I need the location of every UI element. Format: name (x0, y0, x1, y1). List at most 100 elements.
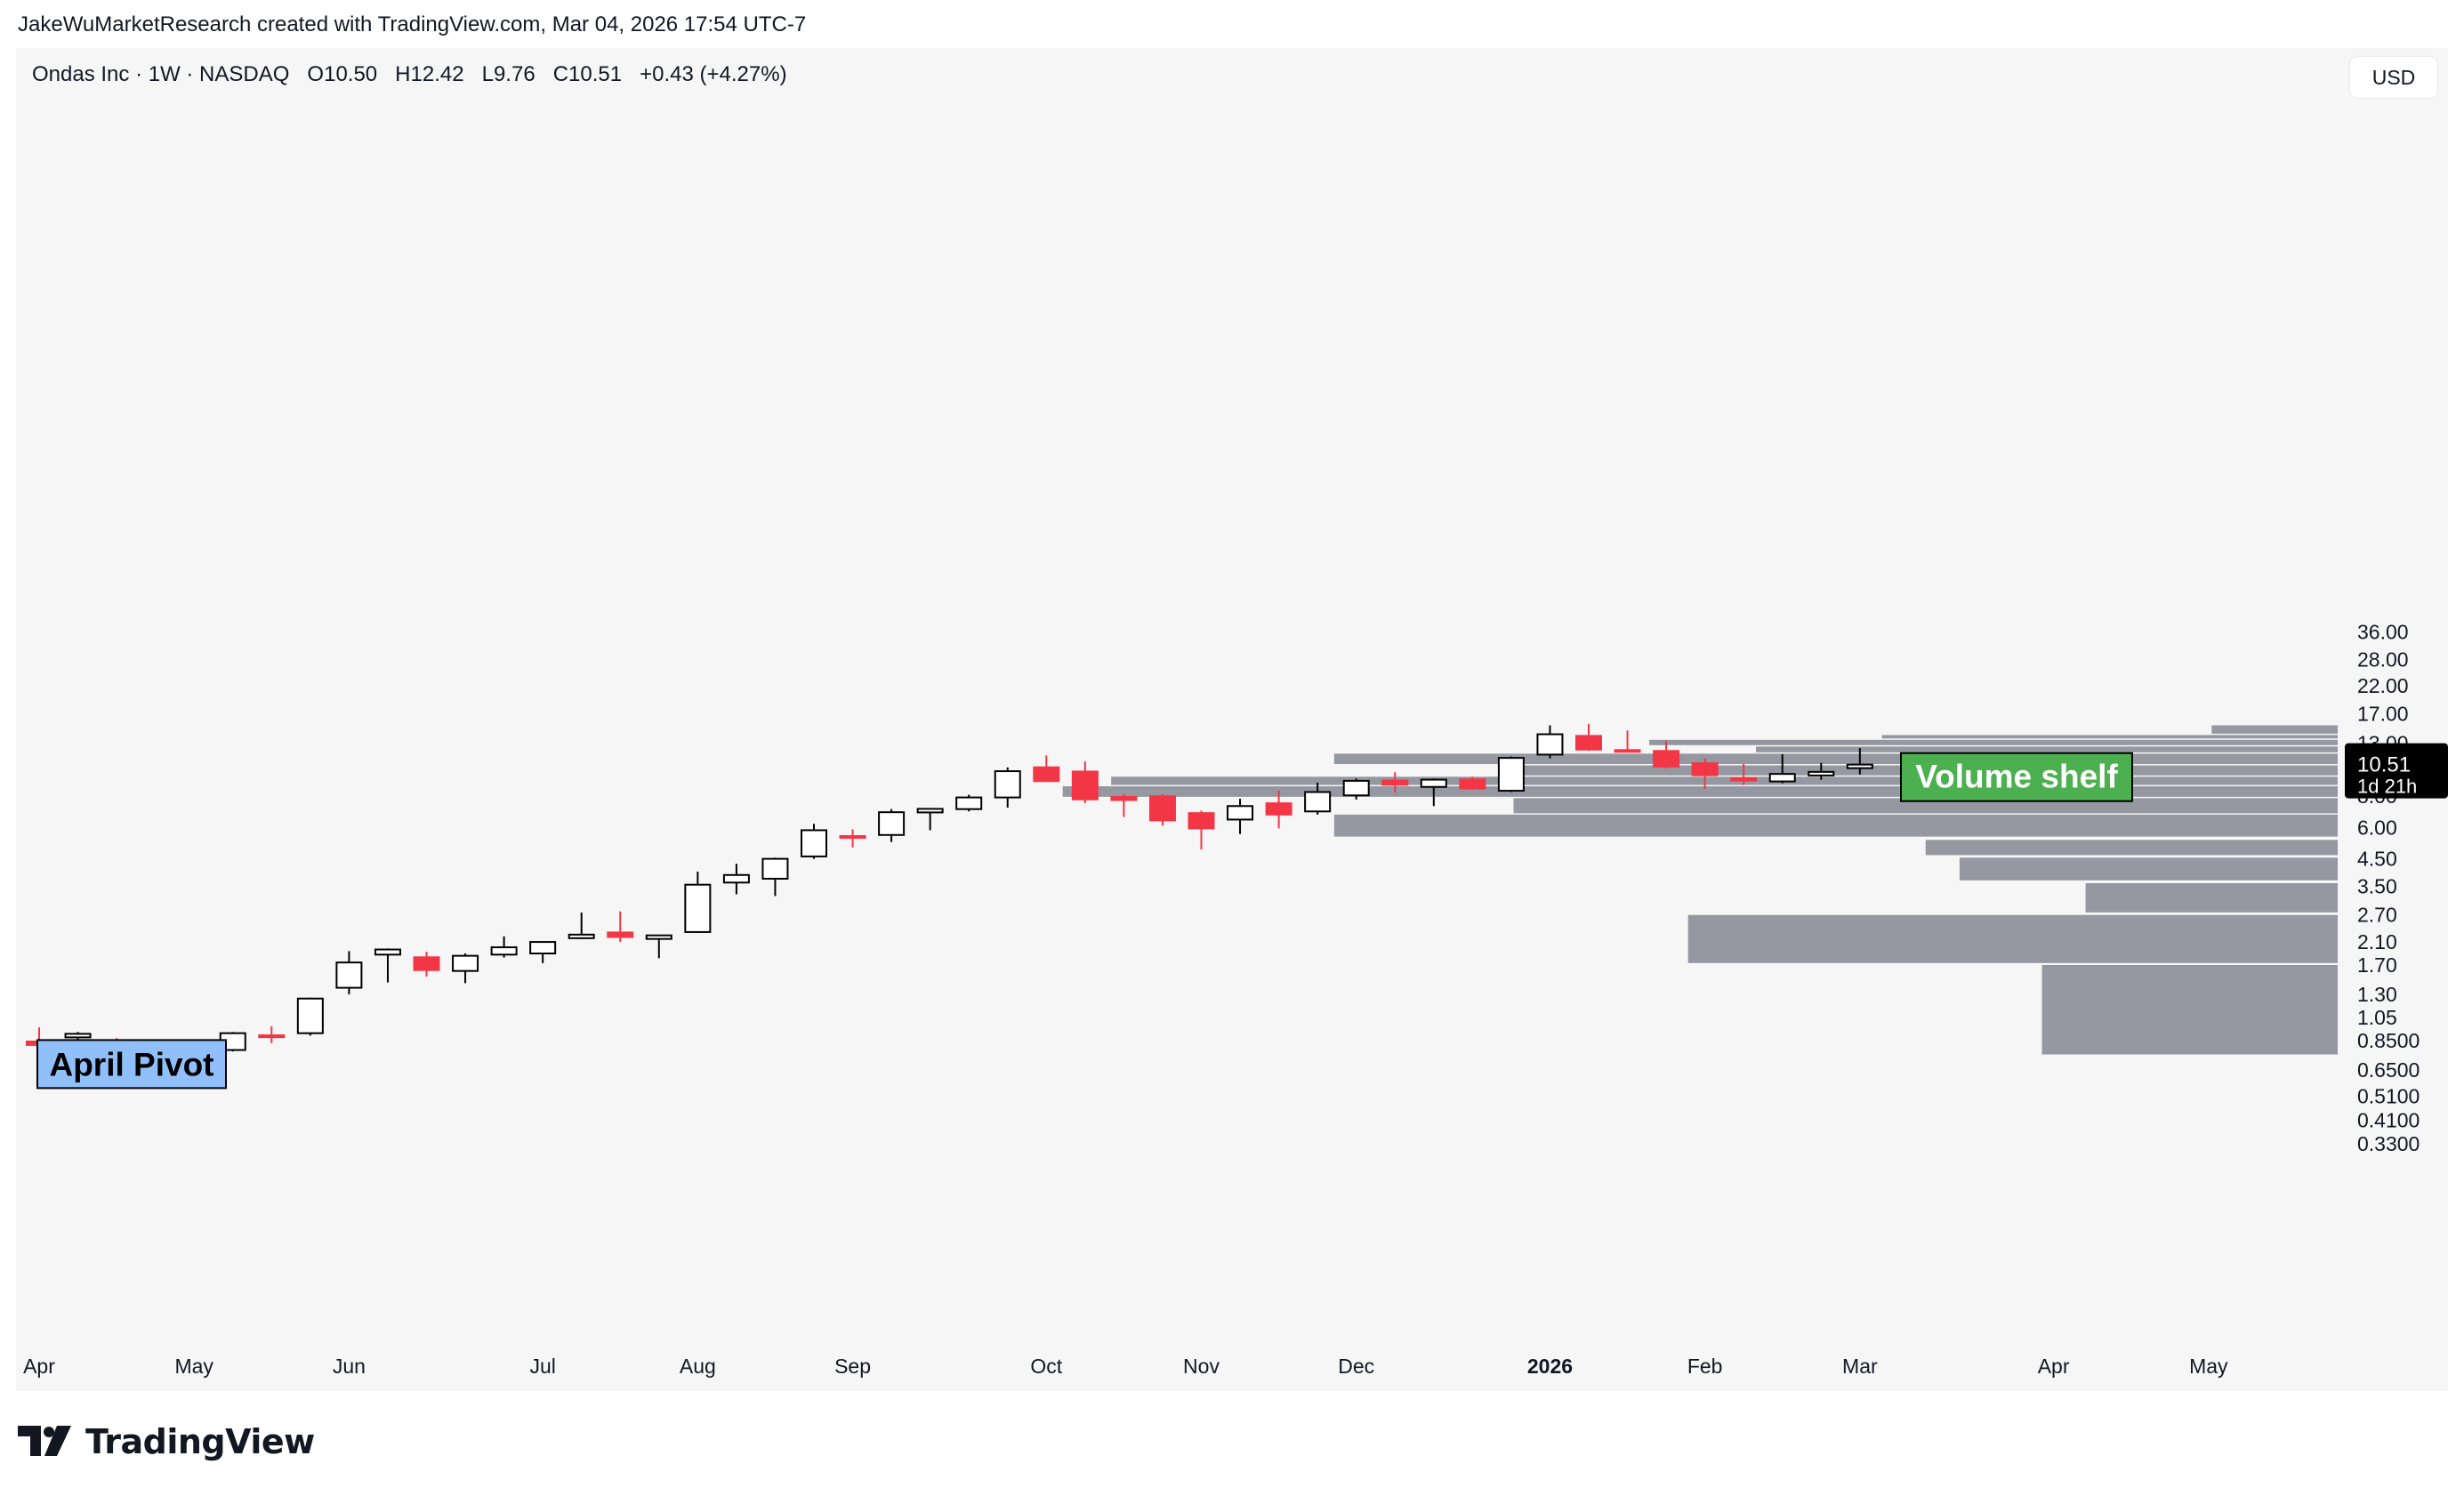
candle-body-up (452, 954, 479, 972)
legend-open-value: 10.50 (324, 62, 378, 86)
candle-body-up (801, 829, 827, 857)
chart-panel[interactable] (16, 48, 2448, 1391)
candle-body-up (761, 857, 789, 880)
volume-shelf-annotation-label: Volume shelf (1915, 759, 2118, 795)
candle-body-down (1033, 766, 1060, 783)
volume-profile-bar (2085, 882, 2338, 913)
candle-body-up (722, 873, 750, 884)
candle-body-down (1381, 779, 1409, 786)
candle-body-up (1497, 757, 1525, 792)
x-axis-tick-label: Feb (1687, 1355, 1723, 1378)
y-axis-tick-label: 1.05 (2357, 1006, 2397, 1029)
volume-profile-bar (1687, 914, 2338, 963)
candle-body-down (607, 931, 634, 938)
y-axis-tick-label: 0.8500 (2357, 1029, 2420, 1052)
legend-change: +0.43 (+4.27%) (640, 62, 787, 86)
volume-profile-bar (1925, 840, 2338, 856)
candle-body-up (1536, 733, 1564, 756)
candle-body-up (645, 934, 672, 940)
candle-body-up (1846, 763, 1873, 769)
y-axis-tick-label: 4.50 (2357, 848, 2397, 871)
y-axis-tick-label: 6.00 (2357, 816, 2397, 839)
tradingview-logo[interactable]: TradingView (18, 1420, 315, 1464)
candle-body-down (1110, 796, 1138, 801)
y-axis-tick-label: 2.70 (2357, 903, 2397, 926)
x-axis-tick-label: Jun (333, 1355, 366, 1378)
candle-body-down (258, 1034, 286, 1039)
current-price-badge (2345, 743, 2448, 799)
candle-body-down (1459, 778, 1486, 790)
candle-body-down (1575, 735, 1602, 751)
volume-profile-bar (1333, 814, 2338, 837)
tradingview-logo-icon (18, 1426, 71, 1456)
x-axis-tick-label: Nov (1183, 1355, 1220, 1378)
x-axis-tick-label: Dec (1338, 1355, 1374, 1378)
volume-profile-bar (1881, 735, 2338, 739)
candle-body-up (490, 946, 518, 956)
x-axis-tick-label: Jul (529, 1355, 555, 1378)
bar-countdown-label: 1d 21h (2357, 776, 2417, 798)
x-axis-tick-label: May (174, 1355, 213, 1378)
tradingview-logo-text: TradingView (85, 1422, 315, 1461)
y-axis-tick-label: 1.30 (2357, 983, 2397, 1006)
volume-profile-bar (2211, 725, 2338, 734)
x-axis-tick-label: May (2189, 1355, 2228, 1378)
candle-body-down (1653, 750, 1680, 768)
candle-body-up (529, 941, 557, 955)
candle-body-up (916, 808, 944, 814)
y-axis-tick-label: 1.70 (2357, 953, 2397, 977)
x-axis-tick-label: 2026 (1527, 1355, 1573, 1378)
legend-high-value: 12.42 (410, 62, 464, 86)
volume-profile-bar (1111, 776, 2338, 785)
candle-body-down (1148, 795, 1176, 822)
x-axis-tick-label: Aug (680, 1355, 716, 1378)
volume-shelf-annotation-box (1900, 752, 2133, 802)
x-axis-tick-label: Apr (23, 1355, 55, 1378)
volume-profile-bar (2041, 965, 2338, 1055)
x-axis-tick-label: Apr (2038, 1355, 2070, 1378)
candle-body-up (64, 1033, 92, 1039)
x-axis-tick-label: Mar (1842, 1355, 1878, 1378)
candle-body-up (374, 948, 401, 956)
y-axis-tick-label: 2.10 (2357, 930, 2397, 953)
candle-body-down (839, 835, 866, 840)
legend-low-value: 9.76 (493, 62, 535, 86)
april-pivot-annotation-box (36, 1039, 227, 1090)
candle-body-up (568, 933, 595, 939)
x-axis-tick-label: Oct (1030, 1355, 1062, 1378)
april-pivot-annotation-label: April Pivot (49, 1046, 213, 1082)
candle-body-up (1808, 770, 1835, 776)
candle-body-up (335, 961, 363, 989)
y-axis-tick-label: 28.00 (2357, 647, 2409, 671)
volume-profile-bar (1062, 786, 2338, 797)
candle-body-up (955, 796, 983, 810)
candle-body-down (1188, 812, 1215, 830)
legend-close-label: C (552, 62, 569, 86)
legend-open-label: O (307, 62, 325, 86)
legend-high-label: H (395, 62, 411, 86)
y-axis-tick-label: 36.00 (2357, 621, 2409, 644)
candle-body-down (1730, 776, 1758, 782)
candle-body-up (878, 811, 906, 836)
current-price-label: 10.51 (2357, 753, 2411, 777)
candle-body-up (684, 883, 712, 933)
chart-attribution: JakeWuMarketResearch created with Tradin… (18, 12, 807, 36)
symbol-legend: Ondas Inc · 1W · NASDAQ O10.50 H12.42 L9… (32, 62, 787, 87)
volume-profile-bar (1649, 739, 2338, 745)
y-axis-tick-label: 3.50 (2357, 874, 2397, 897)
candle-body-up (1420, 778, 1447, 788)
x-axis-tick-label: Sep (834, 1355, 871, 1378)
y-axis-tick-label: 17.00 (2357, 703, 2409, 726)
y-axis-tick-label: 0.3300 (2357, 1132, 2420, 1155)
legend-low-label: L (481, 62, 494, 86)
candle-body-down (1614, 749, 1641, 753)
volume-profile-bar (1333, 753, 2338, 765)
legend-symbol: Ondas Inc · 1W · NASDAQ (32, 62, 290, 86)
currency-button[interactable]: USD (2350, 57, 2437, 98)
volume-profile-bar (1959, 857, 2338, 881)
y-axis-tick-label: 22.00 (2357, 674, 2409, 697)
y-axis-tick-label: 0.5100 (2357, 1085, 2420, 1108)
legend-close-value: 10.51 (568, 62, 623, 86)
y-axis-tick-label: 0.4100 (2357, 1108, 2420, 1131)
